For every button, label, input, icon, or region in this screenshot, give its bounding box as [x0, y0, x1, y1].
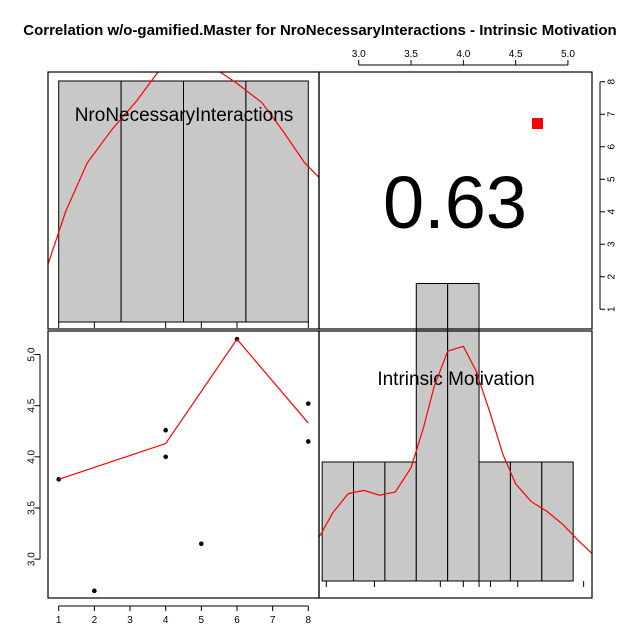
y-tick-label: 4.5 — [27, 398, 38, 412]
significance-marker — [532, 118, 543, 129]
smoother-line — [58, 338, 309, 480]
x-tick-label: 8 — [306, 615, 312, 626]
panel-frame — [318, 71, 593, 330]
x-tick-label: 4 — [163, 615, 169, 626]
x-tick-label: 1 — [56, 615, 62, 626]
panel-frames — [47, 71, 593, 599]
chart-title: Correlation w/o-gamified.Master for NroN… — [23, 22, 616, 39]
variable-label-nro-necessary-interactions: NroNecessaryInteractions — [75, 105, 294, 126]
scatter-point — [306, 439, 311, 444]
histogram-bar — [478, 461, 511, 582]
histogram-bar — [183, 80, 247, 323]
histogram-bar — [245, 80, 309, 323]
y-tick-label: 3.0 — [27, 552, 38, 566]
histogram-bar — [353, 461, 386, 582]
histogram-bar — [384, 461, 417, 582]
scatter-point — [199, 541, 204, 547]
top-tick-label: 4.5 — [509, 49, 523, 60]
y-tick-label: 3.5 — [27, 501, 38, 515]
histogram-bar — [509, 461, 543, 582]
right-tick-label: 1 — [607, 306, 618, 312]
histogram-bar — [58, 80, 122, 323]
axes: 1 2 3 4 5 6 7 8 3.0 3.5 4.0 4.5 5.0 3.0 3.5 4.0 4.5 5.0 1 2… — [27, 49, 618, 626]
right-tick-label: 3 — [607, 241, 618, 247]
histogram-panel-intrinsic-motivation: Intrinsic Motivation — [319, 283, 592, 587]
right-tick-label: 5 — [607, 176, 618, 182]
histogram-bar — [120, 80, 185, 323]
x-tick-label: 2 — [92, 615, 98, 626]
histogram-bar — [447, 283, 480, 582]
x-tick-label: 5 — [199, 615, 205, 626]
density-curve — [48, 72, 319, 265]
scatter-point — [56, 477, 61, 482]
x-tick-label: 6 — [234, 615, 240, 626]
histogram-bar — [415, 283, 449, 582]
right-tick-label: 4 — [607, 209, 618, 215]
top-tick-label: 4.0 — [456, 49, 470, 60]
scatter-point — [163, 454, 168, 460]
scatter-point — [92, 588, 97, 594]
right-tick-label: 7 — [607, 111, 618, 117]
y-tick-label: 5.0 — [27, 347, 38, 361]
right-tick-label: 8 — [607, 79, 618, 85]
scatter-point — [163, 427, 168, 433]
right-tick-label: 6 — [607, 144, 618, 150]
y-tick-label: 4.0 — [27, 449, 38, 463]
correlation-value: 0.63 — [383, 161, 527, 244]
top-tick-label: 3.0 — [352, 49, 366, 60]
histogram-bar — [541, 461, 574, 582]
panel-frame — [47, 330, 320, 599]
correlation-panel: 0.63 — [383, 118, 543, 244]
variable-label-intrinsic-motivation: Intrinsic Motivation — [377, 369, 534, 390]
scatter-panel — [56, 336, 311, 594]
right-tick-label: 2 — [607, 274, 618, 280]
panel-frame — [318, 330, 593, 599]
scatter-point — [306, 401, 311, 406]
top-tick-label: 3.5 — [404, 49, 418, 60]
x-tick-label: 7 — [270, 615, 276, 626]
density-curve — [319, 345, 592, 554]
histogram-bar — [321, 461, 355, 582]
x-tick-label: 3 — [127, 615, 133, 626]
histogram-panel-nro-necessary-interactions — [48, 72, 319, 328]
top-tick-label: 5.0 — [561, 49, 575, 60]
